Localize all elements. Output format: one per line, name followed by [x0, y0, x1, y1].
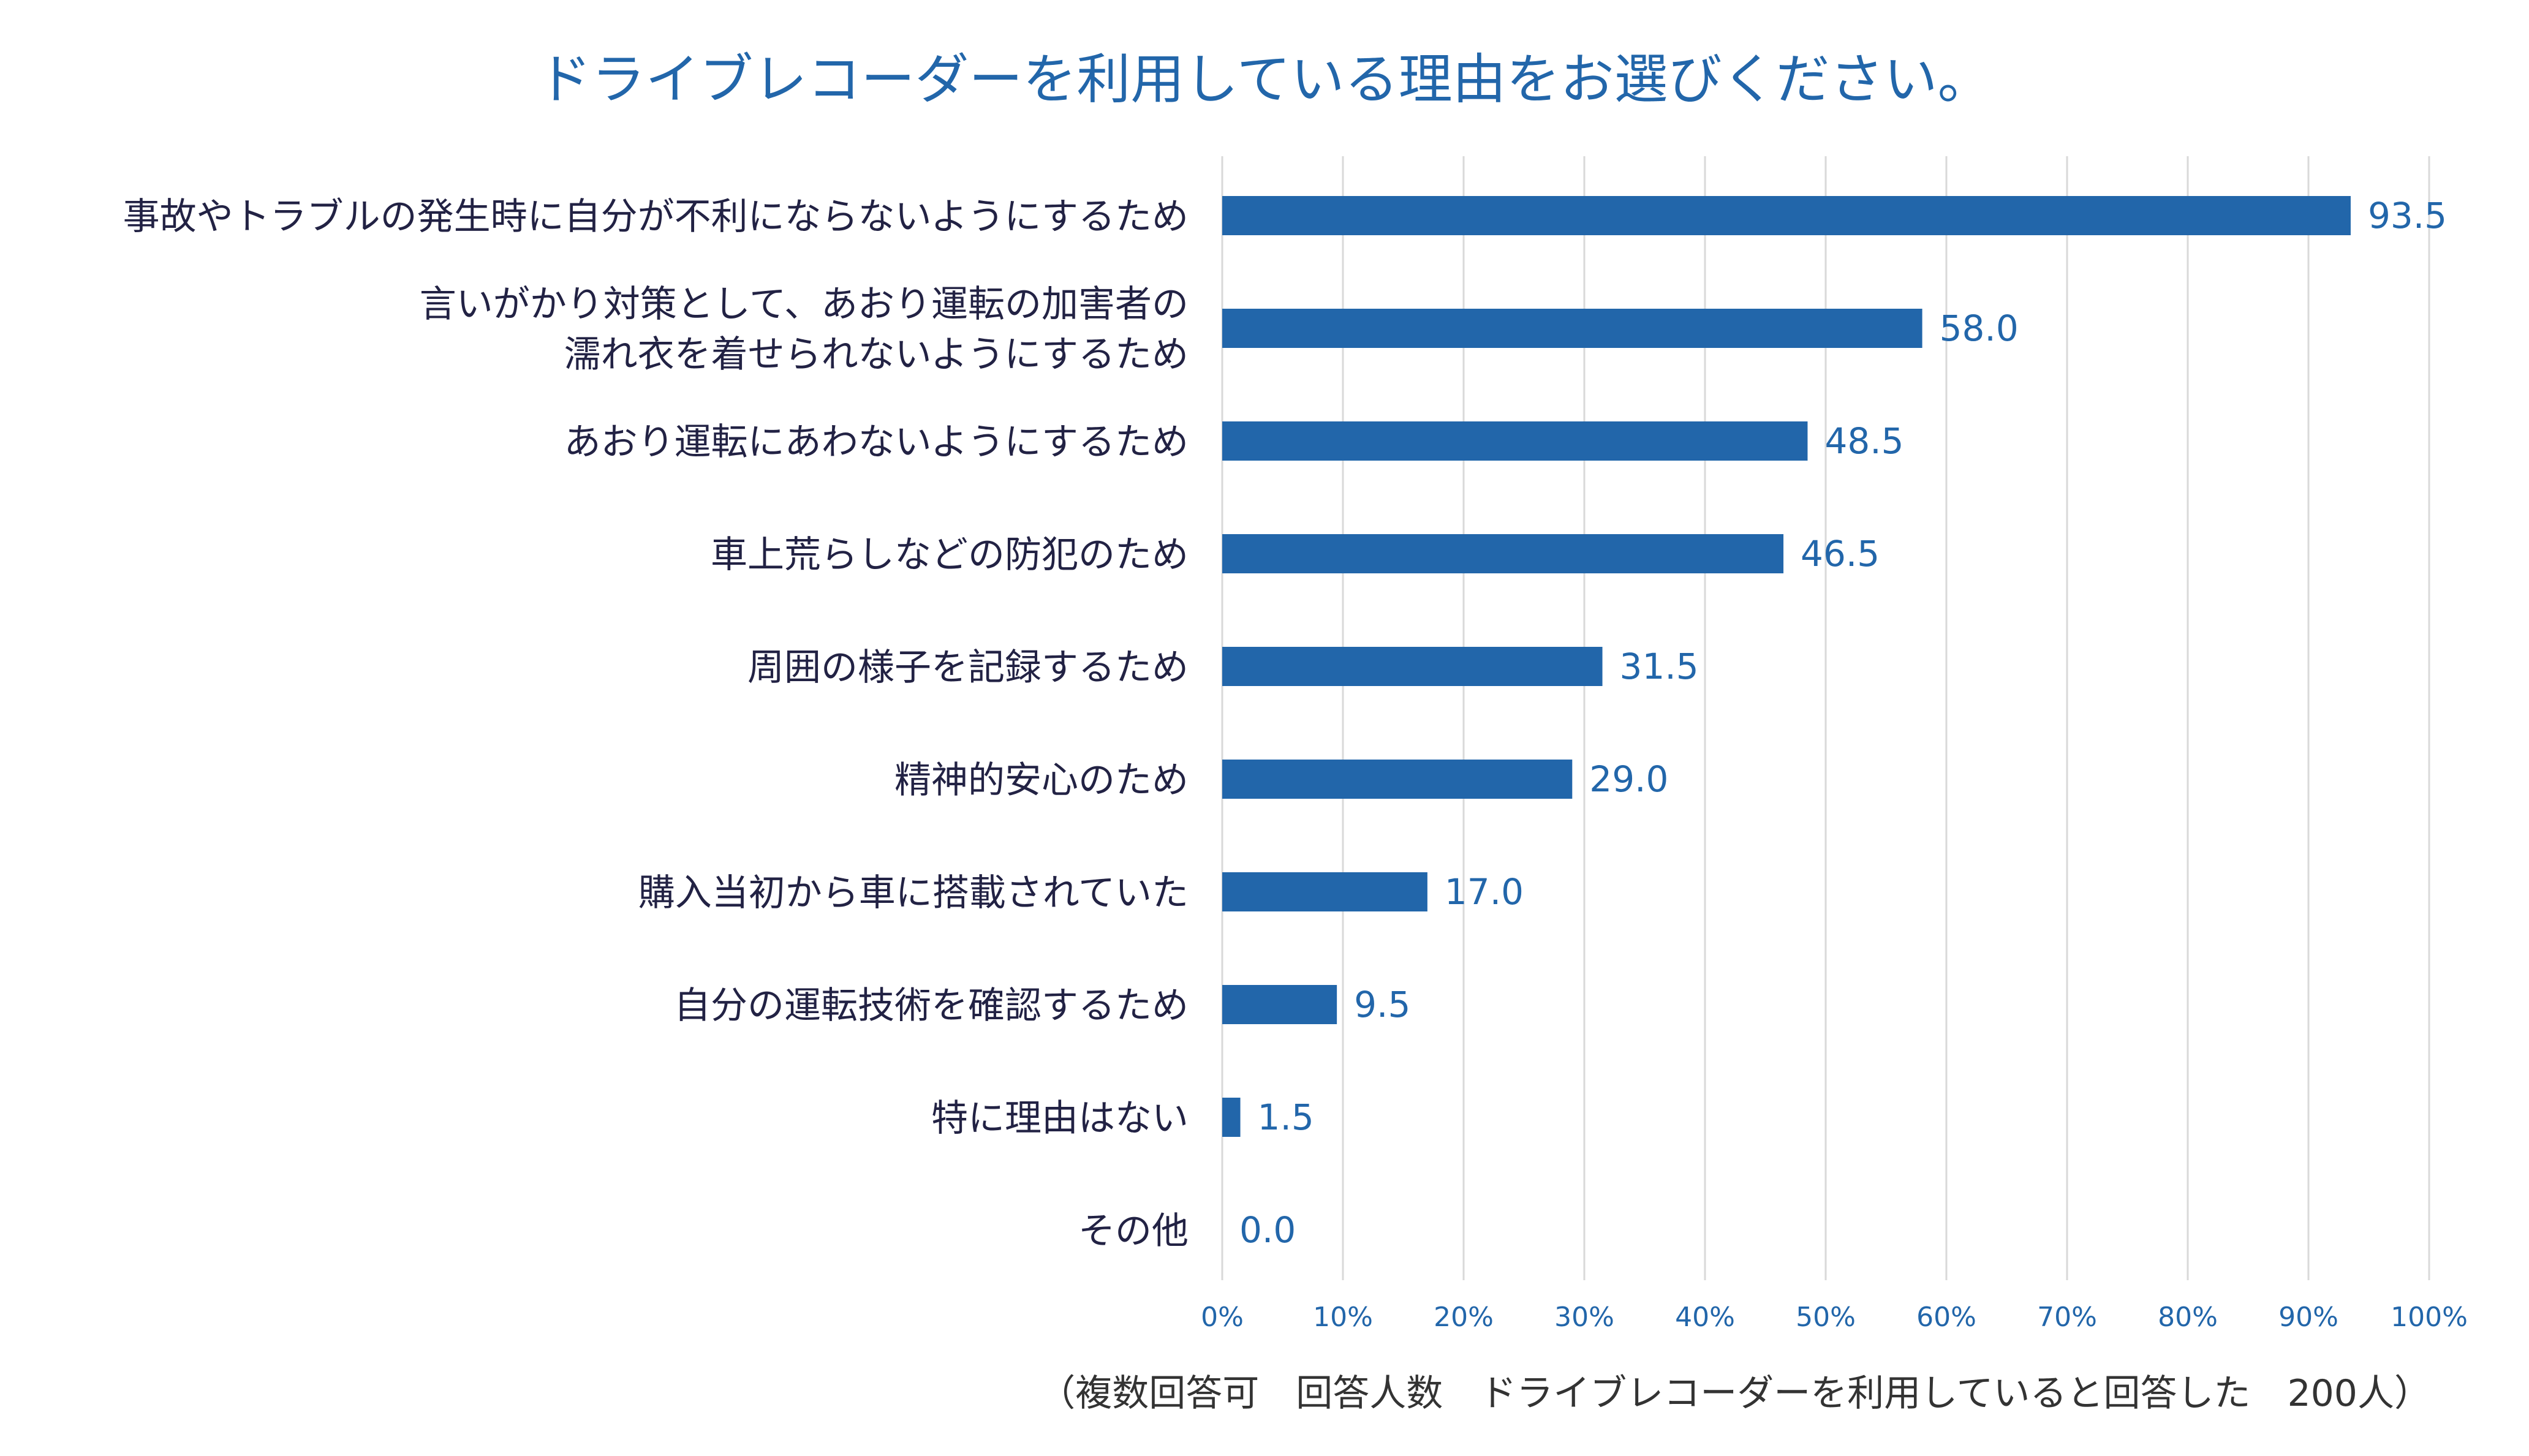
category-label: その他 [1078, 1210, 1189, 1253]
data-label: 29.0 [1589, 758, 1668, 800]
category-label-line: 自分の運転技術を確認するため [674, 984, 1189, 1027]
x-tick-label: 20% [1434, 1302, 1494, 1333]
x-tick-label: 60% [1916, 1302, 1976, 1333]
category-label: 特に理由はない [931, 1097, 1189, 1140]
category-label: 自分の運転技術を確認するため [674, 984, 1189, 1027]
bar [1222, 760, 1573, 799]
data-label: 31.5 [1620, 646, 1699, 687]
category-label-line: 精神的安心のため [894, 759, 1189, 802]
x-tick-label: 80% [2158, 1302, 2218, 1333]
data-label: 17.0 [1445, 871, 1524, 913]
category-label-line: 濡れ衣を着せられないようにするため [564, 333, 1189, 376]
x-tick-label: 30% [1554, 1302, 1614, 1333]
category-label: 言いがかり対策として、あおり運転の加害者の濡れ衣を着せられないようにするため [420, 283, 1189, 376]
x-tick-label: 70% [2037, 1302, 2097, 1333]
chart-title: ドライブレコーダーを利用している理由をお選びください。 [537, 48, 1992, 111]
category-label-line: 言いがかり対策として、あおり運転の加害者の [420, 283, 1189, 326]
data-label: 1.5 [1258, 1096, 1314, 1138]
data-label: 48.5 [1824, 420, 1903, 462]
category-label: 事故やトラブルの発生時に自分が不利にならないようにするため [123, 195, 1189, 238]
x-tick-label: 40% [1675, 1302, 1735, 1333]
category-label: 購入当初から車に搭載されていた [638, 872, 1189, 915]
category-label-line: その他 [1078, 1210, 1189, 1253]
x-tick-label: 50% [1796, 1302, 1856, 1333]
data-label: 9.5 [1354, 984, 1410, 1025]
category-label-line: 特に理由はない [931, 1097, 1189, 1140]
bar [1222, 309, 1922, 348]
bar [1222, 421, 1808, 461]
data-label: 46.5 [1801, 533, 1880, 575]
category-label-line: 周囲の様子を記録するため [747, 646, 1189, 689]
category-label: 周囲の様子を記録するため [747, 646, 1189, 689]
chart-footnote: （複数回答可 回答人数 ドライブレコーダーを利用していると回答した 200人） [1038, 1372, 2431, 1415]
x-tick-label: 100% [2391, 1302, 2468, 1333]
x-tick-label: 10% [1313, 1302, 1373, 1333]
bar [1222, 534, 1784, 573]
bar [1222, 196, 2351, 235]
data-label: 58.0 [1940, 307, 2019, 349]
category-label-line: あおり運転にあわないようにするため [564, 421, 1189, 464]
x-tick-label: 0% [1201, 1302, 1244, 1333]
bar [1222, 985, 1337, 1024]
bar [1222, 872, 1427, 911]
category-label-line: 購入当初から車に搭載されていた [638, 872, 1189, 915]
x-tick-label: 90% [2278, 1302, 2338, 1333]
category-label: 精神的安心のため [894, 759, 1189, 802]
category-label-line: 車上荒らしなどの防犯のため [711, 534, 1189, 576]
bar [1222, 1098, 1241, 1137]
bar [1222, 647, 1603, 686]
category-label-line: 事故やトラブルの発生時に自分が不利にならないようにするため [123, 195, 1189, 238]
data-label: 0.0 [1239, 1209, 1296, 1251]
data-label: 93.5 [2368, 195, 2447, 236]
category-label: 車上荒らしなどの防犯のため [711, 534, 1189, 576]
category-label: あおり運転にあわないようにするため [564, 421, 1189, 464]
